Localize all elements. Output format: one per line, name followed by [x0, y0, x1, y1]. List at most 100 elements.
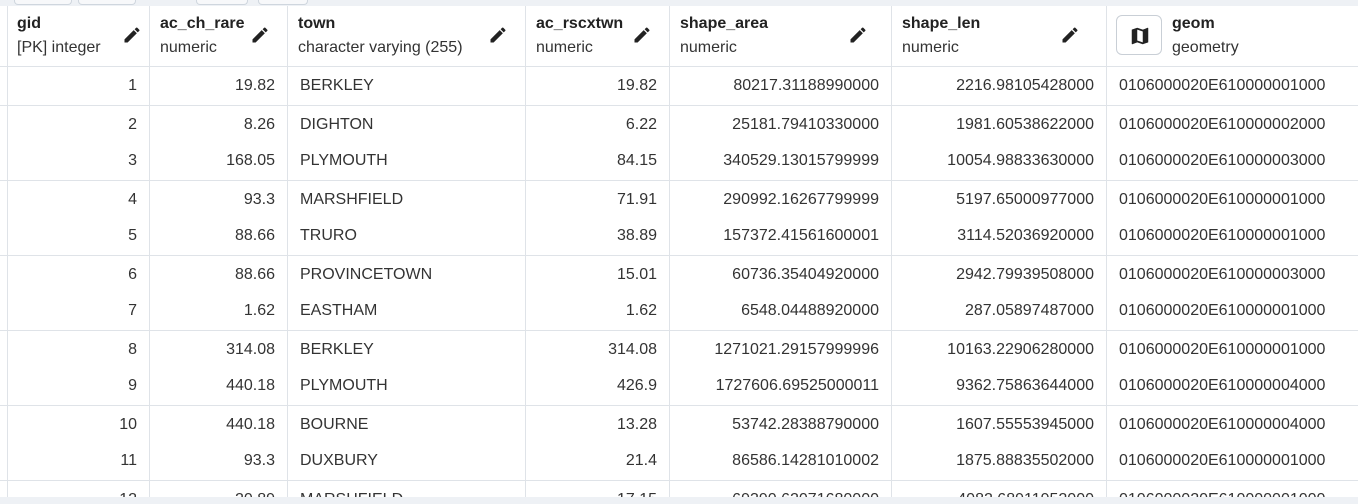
column-header-gid[interactable]: gid [PK] integer [7, 6, 150, 66]
cell-ac-rscxtwn[interactable]: 38.89 [616, 227, 657, 244]
cell-shape-area[interactable]: 157372.41561600001 [723, 227, 879, 244]
cell-shape-area[interactable]: 1271021.29157999996 [714, 340, 879, 358]
toolbar-tab-stub[interactable] [258, 0, 308, 5]
cell-shape-area[interactable]: 290992.16267799999 [723, 190, 879, 208]
cell-geom[interactable]: 0106000020E610000003000 [1119, 265, 1326, 283]
cell-geom[interactable]: 0106000020E610000001000 [1119, 452, 1326, 469]
cell-town[interactable]: EASTHAM [300, 302, 378, 319]
cell-ac-ch-rare[interactable]: 88.66 [234, 227, 275, 244]
table-row[interactable]: 4 93.3 MARSHFIELD 71.91 290992.16267799999 51… [0, 179, 1358, 219]
cell-ac-rscxtwn[interactable]: 21.4 [625, 452, 657, 469]
cell-geom[interactable]: 0106000020E610000004000 [1119, 415, 1326, 433]
cell-town[interactable]: PLYMOUTH [300, 377, 388, 394]
table-row[interactable]: 5 88.66 TRURO 38.89 157372.41561600001 3114.5… [0, 217, 1358, 255]
cell-ac-ch-rare[interactable]: 88.66 [234, 265, 275, 283]
cell-gid[interactable]: 6 [128, 265, 137, 283]
cell-ac-rscxtwn[interactable]: 71.91 [616, 190, 657, 208]
cell-shape-len[interactable]: 1875.88835502000 [956, 452, 1094, 469]
cell-shape-area[interactable]: 86586.14281010002 [732, 452, 879, 469]
edit-pencil-icon[interactable] [122, 25, 142, 45]
table-row[interactable]: 1 19.82 BERKLEY 19.82 80217.31188990000 2216.… [0, 67, 1358, 105]
cell-gid[interactable]: 8 [128, 340, 137, 358]
table-row[interactable]: 3 168.05 PLYMOUTH 84.15 340529.13015799999 10… [0, 142, 1358, 180]
column-header-shape-area[interactable]: shape_area numeric [670, 6, 892, 66]
toolbar-tab-stub[interactable] [14, 0, 72, 5]
cell-shape-area[interactable]: 60736.35404920000 [732, 265, 879, 283]
cell-shape-len[interactable]: 1607.55553945000 [956, 415, 1094, 433]
cell-town[interactable]: BERKLEY [300, 340, 374, 358]
cell-shape-len[interactable]: 3114.52036920000 [957, 227, 1094, 244]
cell-ac-ch-rare[interactable]: 93.3 [243, 190, 275, 208]
cell-town[interactable]: BERKLEY [300, 77, 374, 94]
cell-geom[interactable]: 0106000020E610000001000 [1119, 302, 1326, 319]
cell-shape-area[interactable]: 53742.28388790000 [732, 415, 879, 433]
column-header-town[interactable]: town character varying (255) [288, 6, 526, 66]
cell-ac-ch-rare[interactable]: 8.26 [243, 115, 275, 133]
cell-ac-rscxtwn[interactable]: 426.9 [616, 377, 657, 394]
cell-ac-rscxtwn[interactable]: 84.15 [616, 152, 657, 169]
table-row[interactable]: 9 440.18 PLYMOUTH 426.9 1727606.69525000011 9… [0, 367, 1358, 405]
column-header-ac-rscxtwn[interactable]: ac_rscxtwn numeric [526, 6, 670, 66]
cell-shape-area[interactable]: 25181.79410330000 [732, 115, 879, 133]
toolbar-tab-stub[interactable] [196, 0, 248, 5]
cell-shape-area[interactable]: 1727606.69525000011 [715, 377, 879, 394]
cell-ac-ch-rare[interactable]: 19.82 [234, 77, 275, 94]
cell-ac-rscxtwn[interactable]: 15.01 [616, 265, 657, 283]
cell-ac-ch-rare[interactable]: 1.62 [243, 302, 275, 319]
cell-town[interactable]: DUXBURY [300, 452, 378, 469]
cell-geom[interactable]: 0106000020E610000002000 [1119, 115, 1326, 133]
cell-ac-ch-rare[interactable]: 440.18 [226, 377, 275, 394]
table-row[interactable]: 10 440.18 BOURNE 13.28 53742.28388790000 1607… [0, 404, 1358, 444]
cell-ac-rscxtwn[interactable]: 19.82 [616, 77, 657, 94]
table-row[interactable]: 6 88.66 PROVINCETOWN 15.01 60736.35404920000… [0, 254, 1358, 294]
cell-town[interactable]: DIGHTON [300, 115, 374, 133]
cell-shape-len[interactable]: 1981.60538622000 [956, 115, 1094, 133]
cell-town[interactable]: PROVINCETOWN [300, 265, 433, 283]
cell-shape-len[interactable]: 2942.79939508000 [956, 265, 1094, 283]
column-header-geom[interactable]: geom geometry [1107, 6, 1358, 66]
cell-ac-ch-rare[interactable]: 168.05 [226, 152, 275, 169]
table-row[interactable]: 7 1.62 EASTHAM 1.62 6548.04488920000 287.0589… [0, 292, 1358, 330]
cell-shape-area[interactable]: 340529.13015799999 [723, 152, 879, 169]
cell-gid[interactable]: 3 [128, 152, 137, 169]
cell-shape-area[interactable]: 6548.04488920000 [741, 302, 879, 319]
toolbar-tab-stub[interactable] [78, 0, 136, 5]
cell-gid[interactable]: 10 [119, 415, 137, 433]
cell-ac-ch-rare[interactable]: 93.3 [243, 452, 275, 469]
edit-pencil-icon[interactable] [250, 25, 270, 45]
horizontal-scrollbar[interactable] [0, 497, 1358, 504]
column-header-shape-len[interactable]: shape_len numeric [892, 6, 1107, 66]
cell-town[interactable]: MARSHFIELD [300, 190, 404, 208]
edit-pencil-icon[interactable] [632, 25, 652, 45]
cell-gid[interactable]: 4 [128, 190, 137, 208]
cell-geom[interactable]: 0106000020E610000004000 [1119, 377, 1326, 394]
cell-gid[interactable]: 7 [128, 302, 137, 319]
cell-shape-area[interactable]: 80217.31188990000 [733, 77, 879, 94]
cell-ac-ch-rare[interactable]: 440.18 [226, 415, 275, 433]
cell-geom[interactable]: 0106000020E610000001000 [1119, 227, 1326, 244]
cell-gid[interactable]: 11 [120, 452, 137, 469]
cell-shape-len[interactable]: 287.05897487000 [964, 302, 1094, 319]
cell-gid[interactable]: 9 [128, 377, 137, 394]
cell-geom[interactable]: 0106000020E610000001000 [1119, 190, 1326, 208]
cell-town[interactable]: PLYMOUTH [300, 152, 388, 169]
cell-shape-len[interactable]: 2216.98105428000 [956, 77, 1094, 94]
table-row[interactable]: 11 93.3 DUXBURY 21.4 86586.14281010002 1875.8… [0, 442, 1358, 480]
column-header-ac-ch-rare[interactable]: ac_ch_rare numeric [150, 6, 288, 66]
cell-geom[interactable]: 0106000020E610000003000 [1119, 152, 1326, 169]
cell-gid[interactable]: 2 [128, 115, 137, 133]
table-row[interactable]: 2 8.26 DIGHTON 6.22 25181.79410330000 1981.60… [0, 104, 1358, 144]
cell-town[interactable]: TRURO [300, 227, 357, 244]
cell-geom[interactable]: 0106000020E610000001000 [1119, 340, 1326, 358]
cell-ac-rscxtwn[interactable]: 13.28 [616, 415, 657, 433]
geometry-viewer-button[interactable] [1116, 15, 1162, 55]
table-row[interactable]: 8 314.08 BERKLEY 314.08 1271021.29157999996 1… [0, 329, 1358, 369]
cell-town[interactable]: BOURNE [300, 415, 369, 433]
cell-gid[interactable]: 1 [128, 77, 137, 94]
cell-ac-rscxtwn[interactable]: 314.08 [608, 340, 657, 358]
cell-ac-rscxtwn[interactable]: 1.62 [625, 302, 657, 319]
edit-pencil-icon[interactable] [848, 25, 868, 45]
cell-geom[interactable]: 0106000020E610000001000 [1119, 77, 1326, 94]
cell-shape-len[interactable]: 5197.65000977000 [956, 190, 1094, 208]
edit-pencil-icon[interactable] [488, 25, 508, 45]
